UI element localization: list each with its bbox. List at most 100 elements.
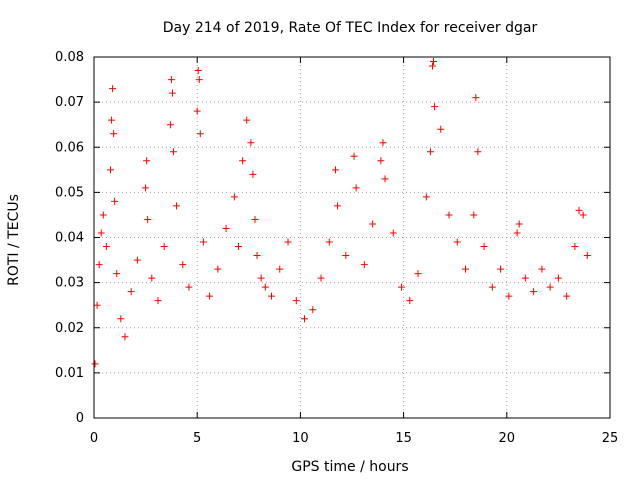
data-point bbox=[206, 292, 214, 300]
data-point bbox=[453, 238, 461, 246]
data-point bbox=[515, 220, 523, 228]
y-tick-label: 0.04 bbox=[55, 231, 84, 246]
data-point bbox=[331, 166, 339, 174]
data-point bbox=[360, 261, 368, 269]
data-point bbox=[143, 157, 151, 165]
data-point bbox=[530, 288, 538, 296]
plot-frame bbox=[93, 56, 611, 419]
data-point bbox=[445, 211, 453, 219]
data-point bbox=[247, 139, 255, 147]
data-point bbox=[93, 301, 101, 309]
data-point bbox=[222, 224, 230, 232]
data-point bbox=[381, 175, 389, 183]
data-point bbox=[462, 265, 470, 273]
data-point bbox=[437, 125, 445, 133]
data-point bbox=[317, 274, 325, 282]
data-point bbox=[257, 274, 265, 282]
data-point bbox=[97, 229, 105, 237]
data-point bbox=[148, 274, 156, 282]
data-point bbox=[268, 292, 276, 300]
y-tick-label: 0.01 bbox=[55, 366, 84, 381]
data-point bbox=[243, 116, 251, 124]
data-point bbox=[251, 215, 259, 223]
data-point bbox=[474, 148, 482, 156]
data-point bbox=[167, 76, 175, 84]
data-point bbox=[389, 229, 397, 237]
data-point bbox=[292, 297, 300, 305]
data-point bbox=[234, 243, 242, 251]
data-point bbox=[173, 202, 181, 210]
data-point bbox=[179, 261, 187, 269]
data-point bbox=[301, 315, 309, 323]
data-point bbox=[488, 283, 496, 291]
data-point bbox=[352, 184, 360, 192]
data-point bbox=[169, 148, 177, 156]
data-point bbox=[99, 211, 107, 219]
data-points bbox=[91, 58, 591, 368]
y-axis-label: ROTI / TECUs bbox=[6, 194, 22, 286]
y-tick-label: 0.05 bbox=[55, 185, 84, 200]
data-point bbox=[342, 252, 350, 260]
data-point bbox=[276, 265, 284, 273]
data-point bbox=[144, 215, 152, 223]
data-point bbox=[583, 252, 591, 260]
data-point bbox=[284, 238, 292, 246]
data-point bbox=[426, 148, 434, 156]
data-point bbox=[154, 297, 162, 305]
data-point bbox=[579, 211, 587, 219]
data-point bbox=[505, 292, 513, 300]
data-point bbox=[160, 243, 168, 251]
data-point bbox=[239, 157, 247, 165]
data-point bbox=[121, 333, 129, 341]
data-point bbox=[377, 157, 385, 165]
y-tick-label: 0 bbox=[76, 411, 84, 426]
y-tick-label: 0.08 bbox=[55, 50, 84, 65]
data-point bbox=[546, 283, 554, 291]
data-point bbox=[127, 288, 135, 296]
data-point bbox=[414, 270, 422, 278]
data-point bbox=[199, 238, 207, 246]
data-point bbox=[113, 270, 121, 278]
data-point bbox=[309, 306, 317, 314]
data-point bbox=[142, 184, 150, 192]
data-point bbox=[554, 274, 562, 282]
x-tick-label: 15 bbox=[395, 431, 412, 446]
data-point bbox=[369, 220, 377, 228]
x-axis-label: GPS time / hours bbox=[291, 459, 408, 475]
x-tick-label: 0 bbox=[90, 431, 98, 446]
chart-title: Day 214 of 2019, Rate Of TEC Index for r… bbox=[163, 20, 538, 36]
data-point bbox=[521, 274, 529, 282]
data-point bbox=[470, 211, 478, 219]
data-point bbox=[571, 243, 579, 251]
data-point bbox=[430, 58, 438, 66]
data-point bbox=[107, 166, 115, 174]
data-point bbox=[563, 292, 571, 300]
data-point bbox=[185, 283, 193, 291]
data-point bbox=[472, 94, 480, 102]
data-point bbox=[102, 243, 110, 251]
data-point bbox=[108, 116, 116, 124]
data-point bbox=[133, 256, 141, 264]
data-point bbox=[422, 193, 430, 201]
y-tick-label: 0.06 bbox=[55, 140, 84, 155]
data-point bbox=[195, 76, 203, 84]
x-tick-label: 25 bbox=[602, 431, 619, 446]
data-point bbox=[194, 67, 202, 75]
y-tick-label: 0.03 bbox=[55, 276, 84, 291]
x-tick-label: 10 bbox=[292, 431, 309, 446]
data-point bbox=[196, 130, 204, 138]
data-point bbox=[249, 170, 257, 178]
data-point bbox=[253, 252, 261, 260]
data-point bbox=[166, 121, 174, 129]
grid-lines bbox=[94, 57, 610, 418]
data-point bbox=[513, 229, 521, 237]
y-tick-label: 0.07 bbox=[55, 95, 84, 110]
data-point bbox=[497, 265, 505, 273]
data-point bbox=[109, 85, 117, 93]
axis-ticks: 0 0.01 0.02 0.03 0.04 0.05 0.06 0.07 0.08 0 5 10 15 2… bbox=[55, 50, 618, 446]
x-tick-label: 20 bbox=[499, 431, 516, 446]
data-point bbox=[406, 297, 414, 305]
data-point bbox=[230, 193, 238, 201]
data-point bbox=[325, 238, 333, 246]
